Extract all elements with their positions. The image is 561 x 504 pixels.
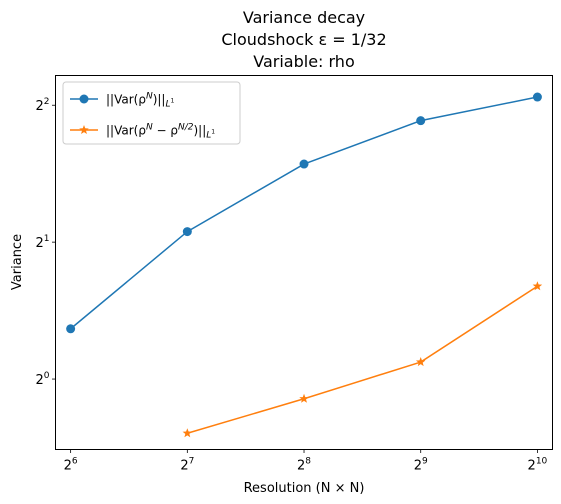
- series-2-point: [182, 428, 193, 438]
- legend-label-text: )||: [194, 124, 207, 138]
- legend-label-text: )||: [153, 93, 166, 107]
- x-tick-label-exponent: 10: [536, 457, 548, 467]
- legend: ||Var(ρN)||L1||Var(ρN − ρN/2)||L1: [62, 81, 241, 145]
- legend-label-text: ||Var(ρ: [106, 124, 146, 138]
- x-tick-label-base: 2: [528, 459, 536, 474]
- series-1-point: [299, 159, 309, 169]
- chart-title: Variance decay Cloudshock ε = 1/32 Varia…: [221, 8, 386, 71]
- x-tick-label-base: 2: [180, 459, 188, 474]
- legend-label-text: ||Var(ρ: [106, 93, 146, 107]
- chart-title-line-3: Variable: rho: [253, 52, 354, 71]
- x-axis: 26 27 28 29 210: [64, 449, 548, 474]
- y-tick-label-exponent: 2: [44, 97, 50, 107]
- y-tick-label-exponent: 0: [44, 371, 50, 381]
- x-tick-label-2: 27: [180, 457, 194, 474]
- series-2-line: [187, 285, 538, 434]
- y-tick-label-base: 2: [35, 373, 43, 388]
- x-tick-label-exponent: 9: [422, 457, 428, 467]
- legend-label-superscript: N: [146, 123, 153, 133]
- x-tick-label-base: 2: [414, 459, 422, 474]
- legend-marker-1: [79, 94, 89, 104]
- y-tick-label-3: 22: [35, 97, 49, 114]
- series-1-point: [416, 116, 426, 126]
- x-tick-label-exponent: 7: [189, 457, 195, 467]
- x-tick-label-exponent: 8: [305, 457, 311, 467]
- legend-label-superscript: N: [146, 92, 153, 102]
- x-tick-label-4: 29: [414, 457, 428, 474]
- plot-area: [66, 92, 543, 438]
- legend-label-subscript: L: [206, 131, 211, 141]
- legend-label-subscript-exponent: 1: [211, 129, 215, 136]
- legend-label-2: ||Var(ρN − ρN/2)||L1: [106, 123, 215, 141]
- legend-box: [62, 81, 241, 145]
- y-tick-label-base: 2: [35, 99, 43, 114]
- legend-marker-2: [79, 125, 89, 135]
- series-2-point: [415, 357, 426, 367]
- x-tick-label-5: 210: [528, 457, 548, 474]
- chart-title-line-1: Variance decay: [243, 8, 365, 27]
- y-tick-label-exponent: 1: [44, 234, 50, 244]
- x-tick-label-base: 2: [64, 459, 72, 474]
- chart-title-line-2: Cloudshock ε = 1/32: [221, 30, 386, 49]
- x-tick-label-1: 26: [64, 457, 78, 474]
- series-2-point: [299, 393, 309, 403]
- x-tick-label-exponent: 6: [72, 457, 78, 467]
- y-tick-label-2: 21: [35, 234, 49, 251]
- x-tick-label-base: 2: [297, 459, 305, 474]
- series-2-point: [532, 281, 543, 291]
- legend-label-subscript: L: [165, 100, 170, 110]
- legend-label-superscript: N/2: [178, 123, 194, 133]
- series-1-point: [532, 92, 542, 102]
- series-1-point: [66, 324, 76, 334]
- y-axis-label: Variance: [10, 234, 25, 290]
- legend-label-subscript-exponent: 1: [170, 98, 174, 105]
- y-tick-label-1: 20: [35, 371, 49, 388]
- y-tick-label-base: 2: [35, 236, 43, 251]
- series-1-point: [182, 227, 192, 237]
- legend-label-text: − ρ: [153, 124, 178, 138]
- x-axis-label: Resolution (N × N): [244, 481, 365, 496]
- legend-label-1: ||Var(ρN)||L1: [106, 92, 174, 110]
- x-tick-label-3: 28: [297, 457, 311, 474]
